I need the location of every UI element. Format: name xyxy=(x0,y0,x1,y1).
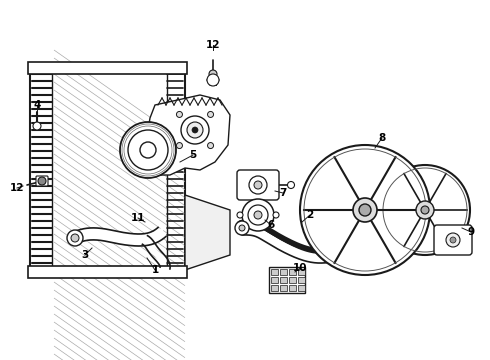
Circle shape xyxy=(33,122,41,130)
Circle shape xyxy=(254,181,262,189)
Text: 6: 6 xyxy=(268,220,274,230)
Circle shape xyxy=(300,145,430,275)
Bar xyxy=(271,285,278,291)
Text: 4: 4 xyxy=(33,100,41,110)
Circle shape xyxy=(416,201,434,219)
Circle shape xyxy=(248,205,268,225)
Circle shape xyxy=(254,211,262,219)
Bar xyxy=(289,277,296,283)
Circle shape xyxy=(181,116,209,144)
Circle shape xyxy=(353,198,377,222)
Bar xyxy=(298,285,305,291)
FancyBboxPatch shape xyxy=(28,62,187,74)
Circle shape xyxy=(288,181,294,189)
FancyBboxPatch shape xyxy=(434,225,472,255)
Circle shape xyxy=(235,221,249,235)
Text: 10: 10 xyxy=(293,263,307,273)
Circle shape xyxy=(237,212,243,218)
Circle shape xyxy=(208,112,214,117)
Bar xyxy=(280,285,287,291)
Bar xyxy=(280,277,287,283)
Text: 8: 8 xyxy=(378,133,386,143)
Bar xyxy=(298,277,305,283)
Text: 1: 1 xyxy=(151,265,159,275)
Text: 3: 3 xyxy=(81,250,89,260)
Circle shape xyxy=(446,233,460,247)
Circle shape xyxy=(421,206,429,214)
Bar xyxy=(269,267,305,293)
FancyBboxPatch shape xyxy=(36,176,48,186)
Text: 9: 9 xyxy=(467,227,474,237)
Bar xyxy=(289,285,296,291)
Text: 7: 7 xyxy=(279,188,287,198)
Circle shape xyxy=(380,165,470,255)
Bar xyxy=(289,269,296,275)
Polygon shape xyxy=(185,195,230,270)
Circle shape xyxy=(242,199,274,231)
Bar xyxy=(298,269,305,275)
Circle shape xyxy=(273,212,279,218)
Text: 5: 5 xyxy=(189,150,196,160)
Circle shape xyxy=(359,204,371,216)
Circle shape xyxy=(38,177,46,185)
Text: 2: 2 xyxy=(306,210,314,220)
Text: 11: 11 xyxy=(131,213,145,223)
Circle shape xyxy=(120,122,176,178)
Bar xyxy=(271,277,278,283)
Circle shape xyxy=(140,142,156,158)
Circle shape xyxy=(192,127,198,133)
Circle shape xyxy=(176,143,182,149)
Circle shape xyxy=(187,122,203,138)
Circle shape xyxy=(209,70,217,78)
Bar xyxy=(271,269,278,275)
Circle shape xyxy=(176,112,182,117)
FancyBboxPatch shape xyxy=(28,266,187,278)
Circle shape xyxy=(128,130,168,170)
FancyBboxPatch shape xyxy=(237,170,279,200)
Bar xyxy=(280,269,287,275)
Bar xyxy=(30,70,185,270)
Circle shape xyxy=(207,74,219,86)
Circle shape xyxy=(239,225,245,231)
Circle shape xyxy=(67,230,83,246)
Circle shape xyxy=(208,143,214,149)
Circle shape xyxy=(249,176,267,194)
Circle shape xyxy=(450,237,456,243)
Text: 12: 12 xyxy=(206,40,220,50)
Circle shape xyxy=(71,234,79,242)
Polygon shape xyxy=(140,95,230,175)
Text: 12: 12 xyxy=(10,183,24,193)
